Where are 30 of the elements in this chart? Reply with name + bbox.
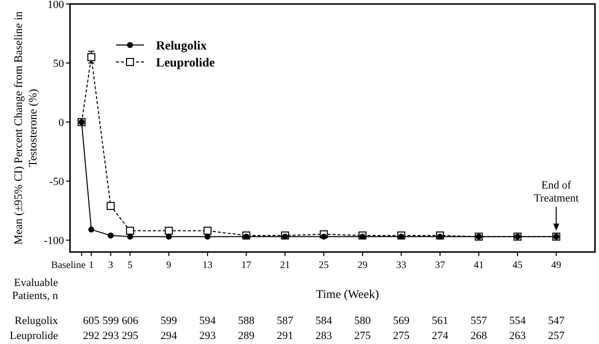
x-tick-label: 49 xyxy=(551,260,562,271)
x-tick-label: 33 xyxy=(396,260,406,271)
y-axis-title: Mean (±95% CI) Percent Change from Baseline in Testosterone (%) xyxy=(13,11,40,245)
x-tick-label: 29 xyxy=(358,260,368,271)
annotation: End of Treatment xyxy=(534,180,579,204)
x-tick-label: 9 xyxy=(166,260,172,271)
x-tick-label: 21 xyxy=(280,260,290,271)
x-tick-label: 37 xyxy=(435,260,446,271)
text: Evaluable Patients, n xyxy=(12,277,58,302)
x-tick-label: 3 xyxy=(108,260,114,271)
x-tick-label: 41 xyxy=(474,260,484,271)
x-tick-label: 5 xyxy=(128,260,133,271)
y-tick-label: -50 xyxy=(49,176,64,188)
legend-label: Leuprolide xyxy=(156,55,216,70)
text: Relugolix xyxy=(14,315,58,327)
x-tick-label: 45 xyxy=(512,260,523,271)
legend-label: Relugolix xyxy=(156,38,208,52)
y-tick-label: 50 xyxy=(53,58,64,70)
y-tick-label: 0 xyxy=(58,116,64,129)
text: Baseline xyxy=(51,260,86,271)
y-tick-label: -100 xyxy=(44,235,64,248)
text: 292 293 295 294 293 289 291 283 275 275 274 268 263 257 xyxy=(83,330,565,342)
x-tick-label: 25 xyxy=(318,260,329,271)
x-tick-label: 17 xyxy=(241,260,252,271)
text: Leuprolide xyxy=(10,330,58,342)
text: 605 599 606 599 594 588 587 584 580 569 561 557 554 547 xyxy=(83,315,565,327)
x-tick-label: 1 xyxy=(88,260,94,271)
x-axis-title: Time (Week) xyxy=(316,287,379,301)
y-tick-label: 100 xyxy=(48,0,64,11)
x-tick-label: 13 xyxy=(202,260,213,271)
